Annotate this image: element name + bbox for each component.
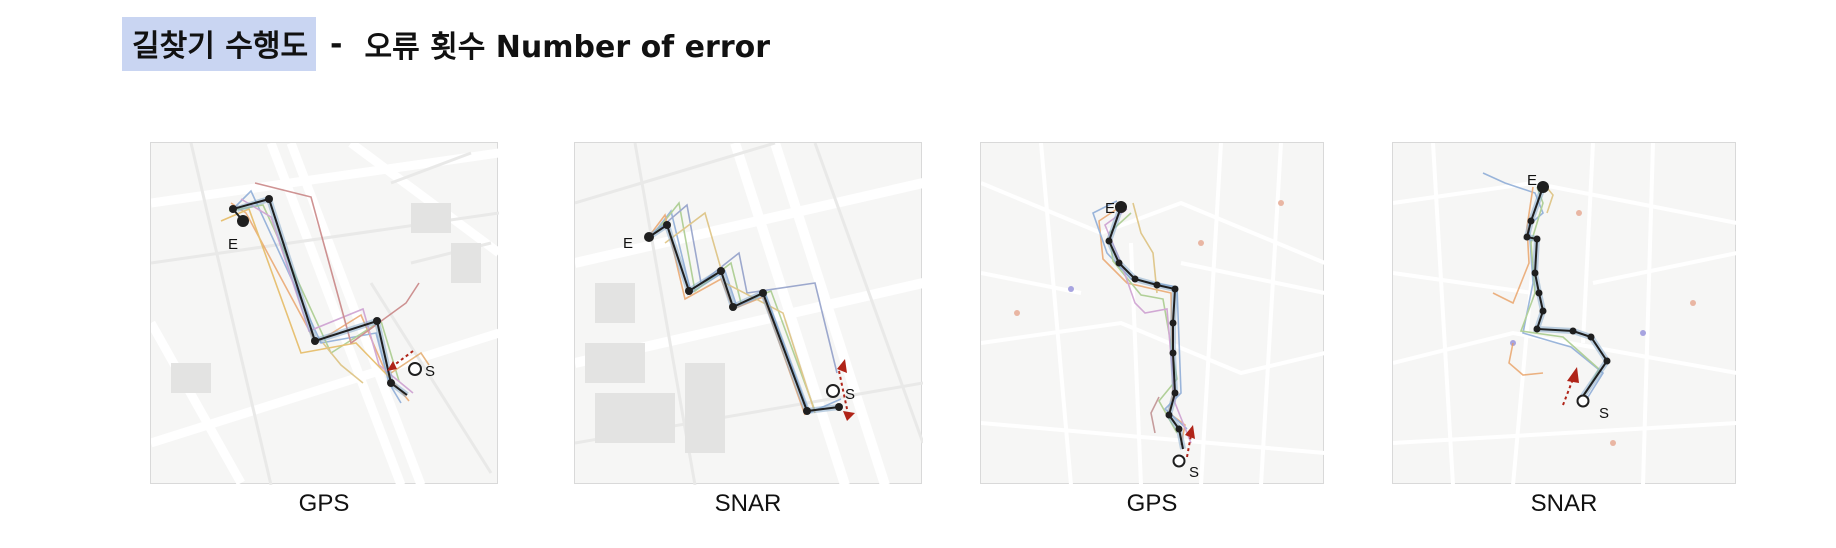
panel-caption: SNAR <box>714 490 782 517</box>
route-map: S E <box>150 142 499 485</box>
panel-caption: SNAR <box>1530 490 1598 517</box>
heading-arrow-icon <box>1567 367 1579 383</box>
start-marker <box>1576 394 1590 408</box>
title-separator: - <box>330 26 343 62</box>
route-map: S E <box>1392 142 1737 485</box>
start-label: S <box>1599 405 1609 422</box>
title-highlight: 길찾기 수행도 <box>122 17 317 71</box>
panel-gps-1: S E GPS <box>150 142 499 517</box>
start-marker <box>1172 454 1186 468</box>
panel-caption: GPS <box>298 490 350 517</box>
panel-gps-2: S E GPS <box>980 142 1325 517</box>
start-marker <box>826 384 840 398</box>
heading-arrow-icon <box>837 359 847 373</box>
route-map: S E <box>980 142 1325 485</box>
end-label: E <box>623 235 633 252</box>
title-text: 오류 횟수 Number of error <box>364 30 771 65</box>
start-label: S <box>845 386 855 403</box>
start-label: S <box>1189 464 1199 481</box>
panel-caption: GPS <box>1126 490 1178 517</box>
route-map: S E <box>574 142 923 485</box>
heading-arrow-line <box>1562 378 1574 406</box>
heading-arrow-icon <box>843 411 855 421</box>
start-label: S <box>425 363 435 380</box>
heading-arrow-line <box>1186 434 1192 458</box>
heading-arrow-icon <box>387 361 397 371</box>
heading-arrow-icon <box>1185 425 1195 439</box>
start-marker <box>408 362 422 376</box>
end-label: E <box>1527 172 1537 189</box>
end-label: E <box>228 236 238 253</box>
heading-arrow-line <box>838 370 848 410</box>
panel-snar-2: S E SNAR <box>1392 142 1737 517</box>
panel-snar-1: S E SNAR <box>574 142 923 517</box>
end-label: E <box>1105 200 1115 217</box>
page-title: 길찾기 수행도 - 오류 횟수 Number of error <box>122 17 771 71</box>
